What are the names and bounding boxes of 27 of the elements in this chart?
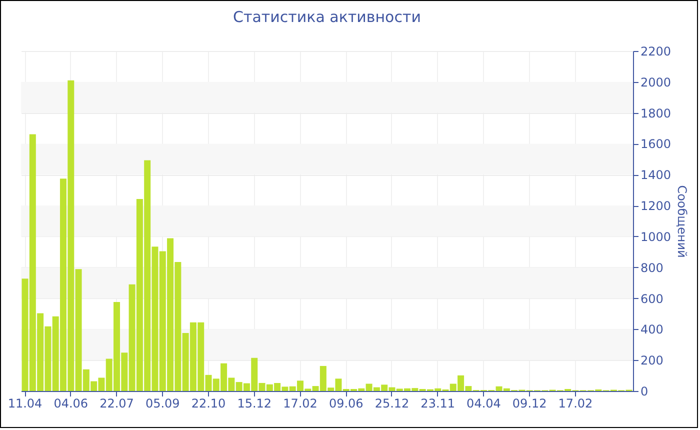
y-tick-label: 800	[640, 260, 664, 275]
y-tick-label: 2200	[640, 44, 672, 58]
x-tick-label: 04.06	[54, 396, 88, 410]
x-tick-label: 09.12	[512, 396, 547, 410]
x-tick-label: 17.02	[283, 396, 318, 410]
y-tick-label: 2000	[640, 75, 672, 90]
y-tick-label: 1200	[640, 199, 672, 214]
x-tick-label: 25.12	[374, 396, 410, 410]
y-tick-label: 1600	[640, 137, 672, 152]
x-tick-label: 09.06	[328, 396, 364, 410]
x-tick-label: 04.04	[466, 396, 501, 410]
y-tick-label: 1800	[640, 106, 672, 120]
x-tick-label: 05.09	[145, 396, 180, 410]
x-tick-label: 17.02	[558, 396, 593, 410]
y-tick-label: 600	[640, 292, 664, 306]
y-tick-label: 0	[640, 384, 648, 398]
y-tick-label: 1000	[640, 230, 672, 244]
x-tick-label: 22.07	[100, 396, 134, 410]
x-tick-label: 22.10	[191, 396, 226, 410]
x-tick-label: 23.11	[420, 396, 456, 410]
y-tick-label: 1400	[640, 168, 672, 182]
y-tick-label: 400	[640, 322, 664, 337]
chart-title: Статистика активности	[233, 8, 421, 26]
x-tick-label: 15.12	[237, 396, 272, 410]
y-axis-title: Сообщений	[675, 185, 690, 258]
x-tick-label: 11.04	[8, 396, 42, 410]
y-tick-label: 200	[640, 354, 664, 368]
